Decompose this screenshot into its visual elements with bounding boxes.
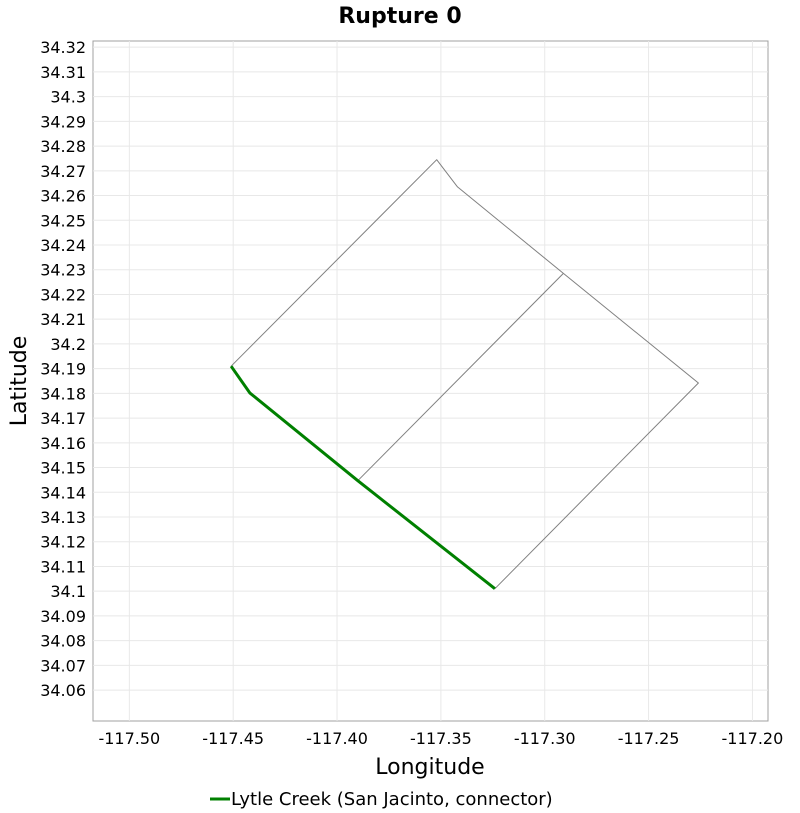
rupture-outline-line [357,273,564,482]
legend: Lytle Creek (San Jacinto, connector) [210,789,553,810]
x-tick-label: -117.35 [410,729,472,748]
y-tick-label: 34.14 [40,483,86,502]
x-axis-ticks: -117.50 -117.45 -117.40 -117.35 -117.30 -117.… [98,729,783,748]
y-tick-label: 34.26 [40,187,86,206]
y-tick-label: 34.12 [40,533,86,552]
y-tick-label: 34.24 [40,236,86,255]
x-tick-label: -117.25 [618,729,680,748]
y-tick-label: 34.23 [40,261,86,280]
y-tick-label: 34.29 [40,112,86,131]
y-tick-label: 34.32 [40,38,86,57]
y-tick-label: 34.07 [40,656,86,675]
y-tick-label: 34.21 [40,310,86,329]
y-tick-label: 34.27 [40,162,86,181]
y-axis-title: Latitude [7,336,32,427]
x-tick-label: -117.45 [202,729,264,748]
y-tick-label: 34.15 [40,459,86,478]
y-tick-label: 34.17 [40,409,86,428]
y-tick-label: 34.18 [40,384,86,403]
x-tick-label: -117.30 [514,729,576,748]
x-tick-label: -117.20 [722,729,784,748]
y-tick-label: 34.09 [40,607,86,626]
y-axis-ticks: 34.06 34.07 34.08 34.09 34.1 34.11 34.12 34.13 3… [40,38,86,700]
x-tick-label: -117.50 [98,729,160,748]
chart-title: Rupture 0 [338,4,461,29]
y-tick-label: 34.1 [50,582,86,601]
y-tick-label: 34.22 [40,285,86,304]
y-tick-label: 34.08 [40,632,86,651]
y-tick-label: 34.31 [40,63,86,82]
y-tick-label: 34.06 [40,681,86,700]
rupture-outline-line [230,159,699,590]
y-tick-label: 34.2 [50,335,86,354]
fault-trace-line [229,365,496,590]
y-tick-label: 34.3 [50,88,86,107]
x-tick-label: -117.40 [306,729,368,748]
series-layer [229,159,699,590]
x-axis-title: Longitude [375,755,484,780]
y-tick-label: 34.16 [40,434,86,453]
y-tick-label: 34.25 [40,211,86,230]
y-tick-label: 34.19 [40,360,86,379]
y-tick-label: 34.11 [40,557,86,576]
y-tick-label: 34.28 [40,137,86,156]
y-tick-label: 34.13 [40,508,86,527]
grid-lines [93,41,768,721]
legend-label: Lytle Creek (San Jacinto, connector) [231,789,553,810]
plot-area [92,40,769,722]
